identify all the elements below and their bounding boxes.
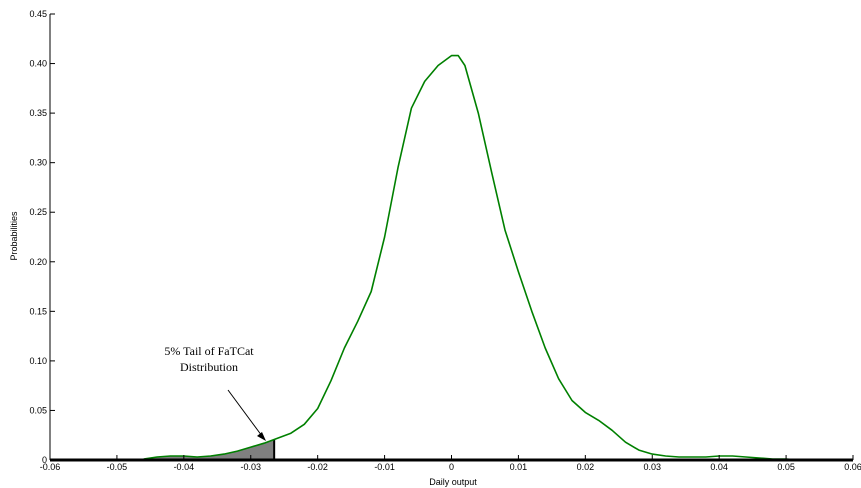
y-tick-label: 0.30 xyxy=(29,158,47,168)
tail-annotation: 5% Tail of FaTCat Distribution xyxy=(164,344,266,441)
x-tick-label: -0.05 xyxy=(107,462,128,472)
x-tick-label: -0.01 xyxy=(374,462,395,472)
x-tick-label: -0.04 xyxy=(174,462,195,472)
x-tick-label: 0.03 xyxy=(643,462,661,472)
series-line xyxy=(143,54,800,461)
x-tick-label: -0.06 xyxy=(40,462,61,472)
x-tick-label: 0.02 xyxy=(577,462,595,472)
y-axis-label: Probabilities xyxy=(9,211,19,261)
tick-layer: 0 0.05 0.10 0.15 0.20 0.25 0.30 0.35 0.40 0.45 -0.… xyxy=(29,9,861,472)
axes-layer xyxy=(49,14,853,462)
y-tick-label: 0.20 xyxy=(29,257,47,267)
y-tick-label: 0.25 xyxy=(29,207,47,217)
x-tick-label: -0.03 xyxy=(240,462,261,472)
x-tick-label: 0.05 xyxy=(777,462,795,472)
y-tick-label: 0.40 xyxy=(29,59,47,69)
tail-layer xyxy=(143,439,276,460)
x-tick-label: 0 xyxy=(449,462,454,472)
annotation-arrowhead xyxy=(257,432,266,441)
x-axis-label: Daily output xyxy=(429,477,477,487)
y-tick-label: 0.35 xyxy=(29,108,47,118)
y-tick-label: 0.15 xyxy=(29,306,47,316)
x-tick-label: 0.01 xyxy=(510,462,528,472)
annotation-line-1: 5% Tail of FaTCat xyxy=(164,344,254,358)
x-tick-label: 0.04 xyxy=(710,462,728,472)
shaded-tail-area xyxy=(143,439,275,460)
annotation-line-2: Distribution xyxy=(180,360,238,374)
y-tick-label: 0.10 xyxy=(29,356,47,366)
y-tick-label: 0 xyxy=(42,455,47,465)
y-tick-label: 0.45 xyxy=(29,9,47,19)
y-tick-label: 0.05 xyxy=(29,405,47,415)
x-tick-label: -0.02 xyxy=(307,462,328,472)
series-layer xyxy=(143,54,800,461)
annotation-arrow xyxy=(227,389,263,437)
x-tick-label: 0.06 xyxy=(844,462,861,472)
